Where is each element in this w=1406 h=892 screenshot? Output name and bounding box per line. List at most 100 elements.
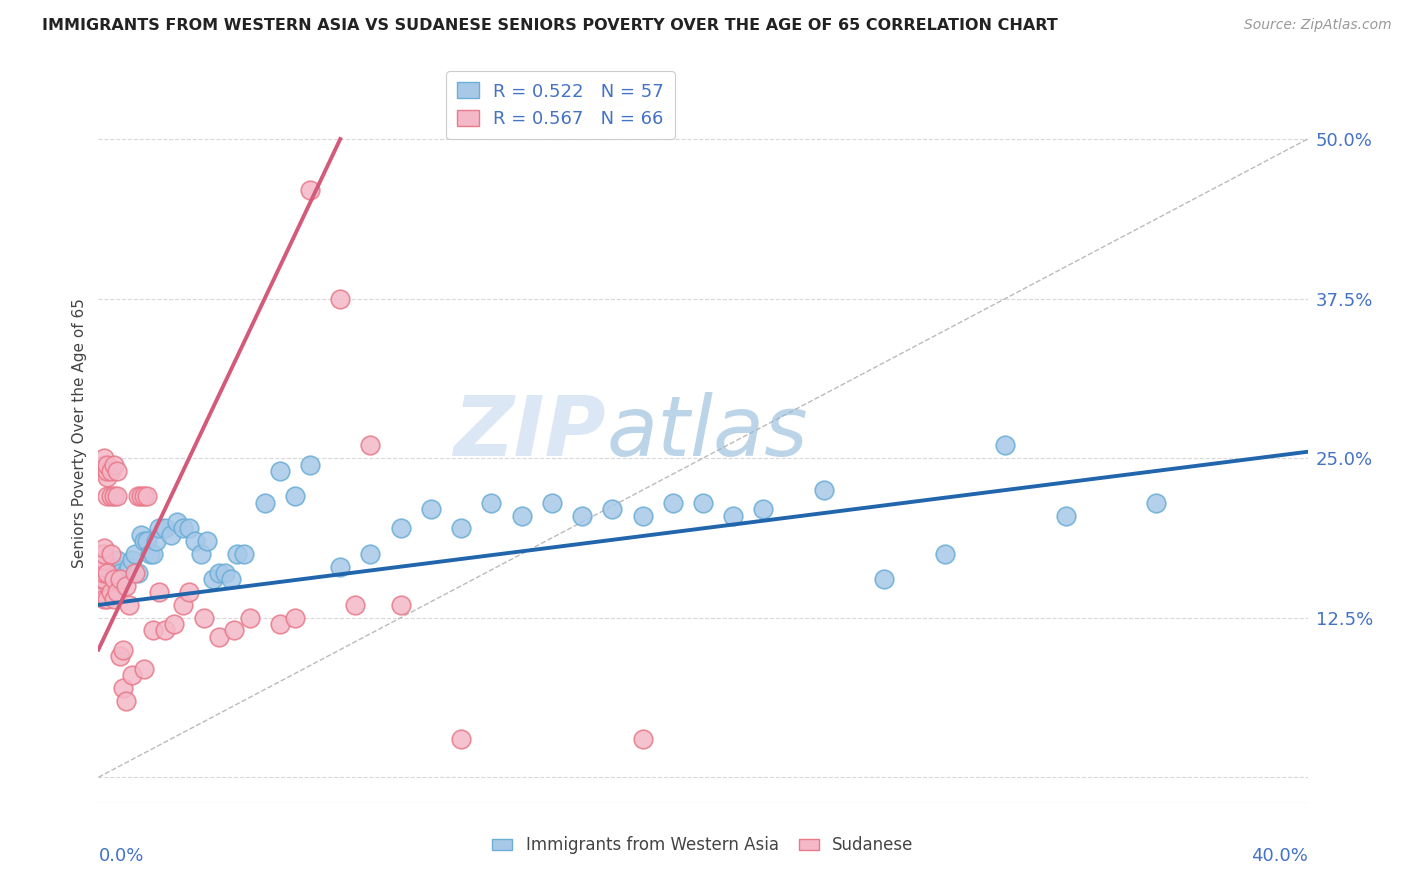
Point [540, 496, 562, 510]
Point [163, 617, 186, 632]
Point [284, 611, 307, 625]
Point [93, 451, 115, 466]
Point [114, 566, 136, 580]
Point [148, 521, 170, 535]
Point [153, 521, 176, 535]
Point [190, 547, 212, 561]
Point [571, 508, 593, 523]
Point [179, 521, 201, 535]
Point [344, 598, 367, 612]
Point [450, 731, 472, 746]
Point [184, 534, 207, 549]
Point [129, 490, 152, 504]
Point [108, 648, 131, 663]
Point [103, 573, 125, 587]
Point [100, 464, 122, 478]
Point [450, 521, 472, 535]
Point [124, 566, 146, 580]
Point [269, 617, 291, 632]
Point [100, 547, 122, 561]
Point [127, 490, 149, 504]
Point [96, 458, 118, 472]
Point [93, 541, 115, 555]
Text: Source: ZipAtlas.com: Source: ZipAtlas.com [1244, 18, 1392, 32]
Point [420, 502, 443, 516]
Point [139, 547, 162, 561]
Point [135, 534, 157, 549]
Point [752, 502, 775, 516]
Point [142, 547, 165, 561]
Point [1054, 508, 1077, 523]
Point [105, 553, 128, 567]
Point [111, 642, 134, 657]
Point [96, 573, 118, 587]
Point [221, 573, 243, 587]
Point [329, 292, 352, 306]
Point [329, 559, 352, 574]
Point [90, 573, 112, 587]
Point [90, 566, 112, 580]
Point [96, 470, 118, 484]
Point [195, 534, 218, 549]
Point [214, 566, 236, 580]
Point [111, 573, 134, 587]
Point [132, 534, 155, 549]
Point [93, 547, 115, 561]
Point [166, 515, 188, 529]
Point [118, 598, 141, 612]
Point [121, 553, 143, 567]
Point [994, 438, 1017, 452]
Point [692, 496, 714, 510]
Point [631, 731, 654, 746]
Point [208, 566, 231, 580]
Point [873, 573, 896, 587]
Point [96, 490, 118, 504]
Point [226, 547, 249, 561]
Point [661, 496, 683, 510]
Text: 40.0%: 40.0% [1251, 847, 1308, 865]
Point [93, 559, 115, 574]
Point [132, 490, 155, 504]
Text: 0.0%: 0.0% [98, 847, 143, 865]
Point [124, 547, 146, 561]
Point [389, 521, 412, 535]
Point [90, 585, 112, 599]
Point [145, 534, 167, 549]
Point [153, 624, 176, 638]
Point [723, 508, 745, 523]
Point [510, 508, 533, 523]
Point [239, 611, 262, 625]
Point [96, 464, 118, 478]
Point [90, 553, 112, 567]
Point [108, 566, 131, 580]
Point [103, 591, 125, 606]
Point [103, 458, 125, 472]
Point [90, 547, 112, 561]
Point [127, 566, 149, 580]
Point [90, 559, 112, 574]
Point [93, 591, 115, 606]
Point [103, 559, 125, 574]
Point [934, 547, 956, 561]
Point [108, 573, 131, 587]
Point [105, 585, 128, 599]
Legend: Immigrants from Western Asia, Sudanese: Immigrants from Western Asia, Sudanese [486, 830, 920, 861]
Point [224, 624, 246, 638]
Point [100, 585, 122, 599]
Point [93, 573, 115, 587]
Point [1144, 496, 1167, 510]
Y-axis label: Seniors Poverty Over the Age of 65: Seniors Poverty Over the Age of 65 [72, 298, 87, 567]
Point [100, 490, 122, 504]
Point [631, 508, 654, 523]
Point [114, 694, 136, 708]
Point [93, 566, 115, 580]
Point [148, 585, 170, 599]
Point [208, 630, 231, 644]
Point [232, 547, 254, 561]
Point [142, 624, 165, 638]
Point [253, 496, 276, 510]
Point [103, 490, 125, 504]
Point [93, 464, 115, 478]
Text: IMMIGRANTS FROM WESTERN ASIA VS SUDANESE SENIORS POVERTY OVER THE AGE OF 65 CORR: IMMIGRANTS FROM WESTERN ASIA VS SUDANESE… [42, 18, 1057, 33]
Point [299, 183, 322, 197]
